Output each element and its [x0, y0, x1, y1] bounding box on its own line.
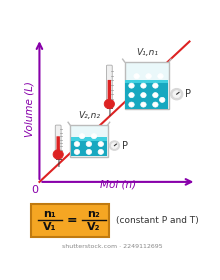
- Text: V₁: V₁: [43, 221, 56, 232]
- Circle shape: [134, 74, 139, 79]
- Text: V₂,n₂: V₂,n₂: [78, 111, 100, 120]
- Circle shape: [109, 141, 120, 150]
- Text: V₂: V₂: [87, 221, 101, 232]
- FancyBboxPatch shape: [31, 204, 109, 237]
- Text: n₁: n₁: [43, 209, 56, 219]
- Text: T: T: [106, 108, 112, 118]
- Bar: [125, 80, 168, 83]
- Circle shape: [146, 74, 151, 79]
- Circle shape: [158, 74, 163, 79]
- Bar: [71, 141, 107, 156]
- Circle shape: [141, 102, 146, 107]
- Circle shape: [129, 102, 134, 107]
- Text: =: =: [66, 214, 77, 227]
- Text: shutterstock.com · 2249112695: shutterstock.com · 2249112695: [62, 244, 163, 249]
- Bar: [70, 125, 108, 157]
- Text: T: T: [55, 160, 61, 169]
- Circle shape: [153, 83, 158, 88]
- Circle shape: [129, 93, 134, 98]
- Text: P: P: [122, 141, 128, 151]
- Circle shape: [86, 150, 92, 155]
- Text: (constant P and T): (constant P and T): [116, 216, 199, 225]
- Circle shape: [153, 93, 158, 98]
- Circle shape: [170, 88, 183, 100]
- FancyBboxPatch shape: [108, 80, 111, 102]
- Text: Volume (L): Volume (L): [24, 81, 34, 137]
- Bar: [125, 62, 169, 109]
- Circle shape: [86, 141, 92, 146]
- Circle shape: [74, 150, 80, 155]
- FancyBboxPatch shape: [57, 136, 60, 153]
- Circle shape: [98, 150, 104, 155]
- FancyBboxPatch shape: [106, 65, 112, 102]
- Circle shape: [104, 99, 114, 109]
- Circle shape: [74, 141, 80, 146]
- Circle shape: [79, 134, 85, 139]
- Circle shape: [141, 93, 146, 98]
- Text: 0: 0: [31, 185, 38, 195]
- Circle shape: [98, 141, 104, 146]
- Circle shape: [141, 83, 146, 88]
- Circle shape: [53, 150, 63, 159]
- Circle shape: [153, 102, 158, 107]
- Circle shape: [129, 83, 134, 88]
- Text: Mol (n): Mol (n): [100, 180, 136, 190]
- Text: V₁,n₁: V₁,n₁: [136, 48, 158, 57]
- Bar: [71, 137, 107, 141]
- Bar: [125, 83, 168, 109]
- Circle shape: [173, 91, 180, 98]
- Text: n₂: n₂: [88, 209, 100, 219]
- FancyBboxPatch shape: [55, 125, 61, 152]
- Circle shape: [111, 143, 118, 149]
- Circle shape: [160, 97, 165, 102]
- Text: P: P: [185, 89, 191, 99]
- Circle shape: [91, 134, 97, 139]
